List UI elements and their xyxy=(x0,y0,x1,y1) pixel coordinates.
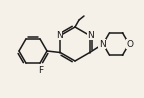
Text: N: N xyxy=(56,30,63,39)
Text: F: F xyxy=(38,66,44,75)
Text: N: N xyxy=(99,39,105,49)
Text: O: O xyxy=(126,39,133,49)
Text: N: N xyxy=(87,30,94,39)
